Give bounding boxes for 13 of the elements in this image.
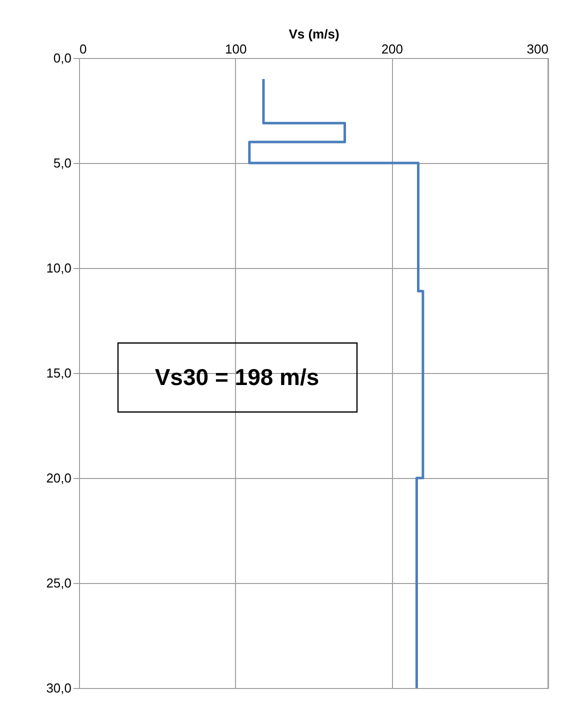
y-tick-label: 15,0 (46, 366, 72, 380)
y-tick-label: 20,0 (46, 470, 72, 486)
x-tick-label: 200 (381, 42, 404, 56)
x-axis-title: Vs (m/s) (288, 26, 340, 42)
y-tick-label: 5,0 (53, 156, 72, 170)
y-tick-label: 30,0 (46, 680, 72, 696)
x-tick-label: 300 (526, 42, 548, 56)
y-tick-label: 10,0 (46, 260, 72, 276)
y-tick-label: 25,0 (46, 576, 72, 590)
x-tick-label: 0 (80, 42, 87, 56)
annotation: Vs30 = 198 m/s (154, 364, 320, 390)
x-tick-label: 100 (224, 42, 247, 56)
y-tick-label: 0,0 (53, 50, 72, 66)
